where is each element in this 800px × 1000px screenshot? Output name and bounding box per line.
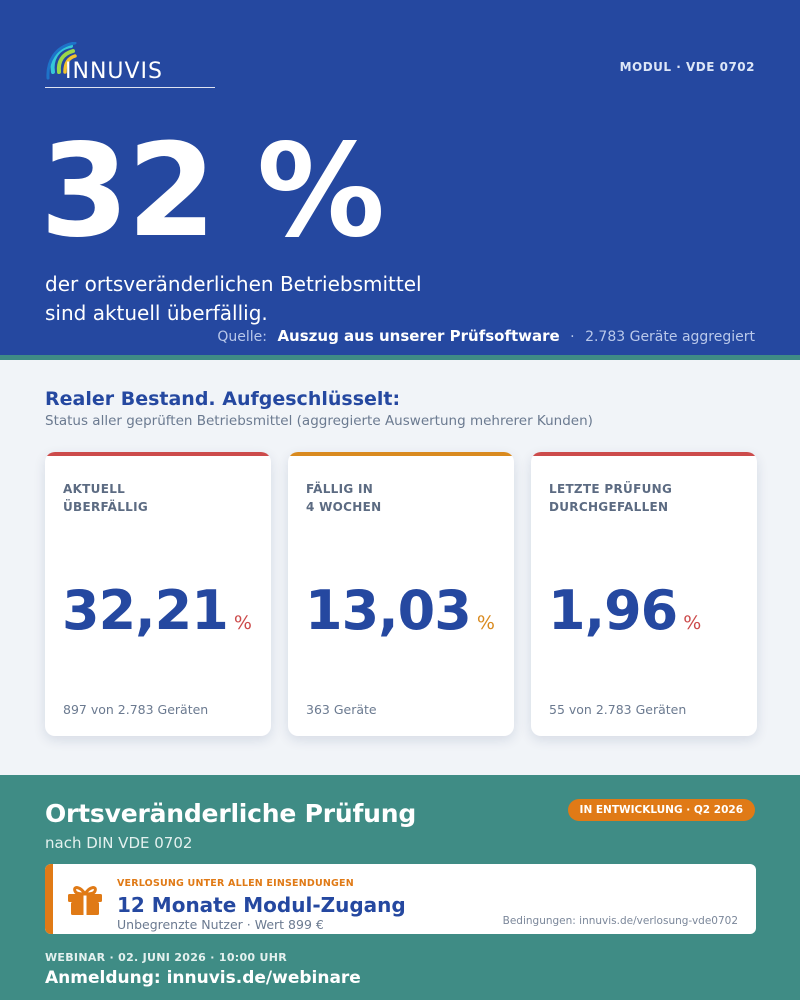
brand-logo: INNUVIS	[45, 42, 215, 90]
card-value: 32,21%	[62, 584, 252, 638]
innuvis-logo-icon	[46, 42, 77, 80]
card-accent-bar	[531, 452, 757, 456]
card-value: 1,96%	[548, 584, 701, 638]
card-label-line2: 4 WOCHEN	[306, 500, 382, 514]
source-line: Quelle: Auszug aus unserer Prüfsoftware …	[217, 327, 755, 345]
source-note: 2.783 Geräte aggregiert	[585, 329, 755, 345]
card-label-line1: LETZTE PRÜFUNG	[549, 482, 673, 496]
stat-description-line2: sind aktuell überfällig.	[45, 301, 268, 325]
raffle-meta: Unbegrenzte Nutzer · Wert 899 €	[117, 917, 324, 932]
stat-card-failed: LETZTE PRÜFUNG DURCHGEFALLEN 1,96% 55 vo…	[531, 452, 757, 736]
source-prefix: Quelle:	[217, 329, 267, 345]
card-value-unit: %	[233, 612, 252, 634]
logo-underline	[45, 87, 215, 88]
card-accent-bar	[45, 452, 271, 456]
card-label-line1: AKTUELL	[63, 482, 126, 496]
hero-section: INNUVIS MODUL · VDE 0702 32 % der ortsve…	[0, 0, 800, 355]
footer-subtitle: nach DIN VDE 0702	[45, 834, 193, 852]
gift-icon	[68, 886, 102, 915]
raffle-kicker: VERLOSUNG UNTER ALLEN EINSENDUNGEN	[117, 878, 354, 889]
card-value-number: 13,03	[305, 579, 472, 642]
card-value-number: 1,96	[548, 579, 678, 642]
stat-description-line1: der ortsveränderlichen Betriebsmittel	[45, 272, 422, 296]
card-accent-bar	[288, 452, 514, 456]
card-label: LETZTE PRÜFUNG DURCHGEFALLEN	[549, 480, 672, 516]
card-label-line1: FÄLLIG IN	[306, 482, 374, 496]
module-label: MODUL · VDE 0702	[619, 60, 755, 74]
webinar-info: WEBINAR · 02. JUNI 2026 · 10:00 UHR	[45, 951, 288, 964]
card-label-line2: ÜBERFÄLLIG	[63, 500, 149, 514]
source-separator: ·	[570, 329, 575, 345]
card-value-unit: %	[476, 612, 495, 634]
brand-name: INNUVIS	[65, 59, 164, 84]
card-footnote: 363 Geräte	[306, 702, 377, 717]
card-footnote: 55 von 2.783 Geräten	[549, 702, 687, 717]
card-label: FÄLLIG IN 4 WOCHEN	[306, 480, 381, 516]
raffle-banner: VERLOSUNG UNTER ALLEN EINSENDUNGEN 12 Mo…	[45, 864, 756, 934]
card-label: AKTUELL ÜBERFÄLLIG	[63, 480, 148, 516]
card-label-line2: DURCHGEFALLEN	[549, 500, 669, 514]
card-value: 13,03%	[305, 584, 495, 638]
card-footnote: 897 von 2.783 Geräten	[63, 702, 209, 717]
status-badge: IN ENTWICKLUNG · Q2 2026	[567, 799, 755, 821]
registration-link[interactable]: Anmeldung: innuvis.de/webinare	[45, 968, 361, 988]
source-name: Auszug aus unserer Prüfsoftware	[277, 327, 560, 345]
raffle-accent-bar	[45, 864, 53, 934]
section-subtitle: Status aller geprüften Betriebsmittel (a…	[45, 413, 593, 429]
card-value-number: 32,21	[62, 579, 229, 642]
raffle-terms-link[interactable]: Bedingungen: innuvis.de/verlosung-vde070…	[502, 915, 738, 927]
raffle-title: 12 Monate Modul-Zugang	[117, 893, 406, 917]
hero-divider	[0, 355, 800, 360]
section-title: Realer Bestand. Aufgeschlüsselt:	[45, 388, 401, 410]
stat-card-due-soon: FÄLLIG IN 4 WOCHEN 13,03% 363 Geräte	[288, 452, 514, 736]
stat-card-overdue: AKTUELL ÜBERFÄLLIG 32,21% 897 von 2.783 …	[45, 452, 271, 736]
footer-section: Ortsveränderliche Prüfung nach DIN VDE 0…	[0, 775, 800, 1000]
stat-description: der ortsveränderlichen Betriebsmittel si…	[45, 270, 422, 328]
footer-title: Ortsveränderliche Prüfung	[45, 799, 417, 828]
headline-stat: 32 %	[40, 117, 385, 266]
card-value-unit: %	[683, 612, 702, 634]
